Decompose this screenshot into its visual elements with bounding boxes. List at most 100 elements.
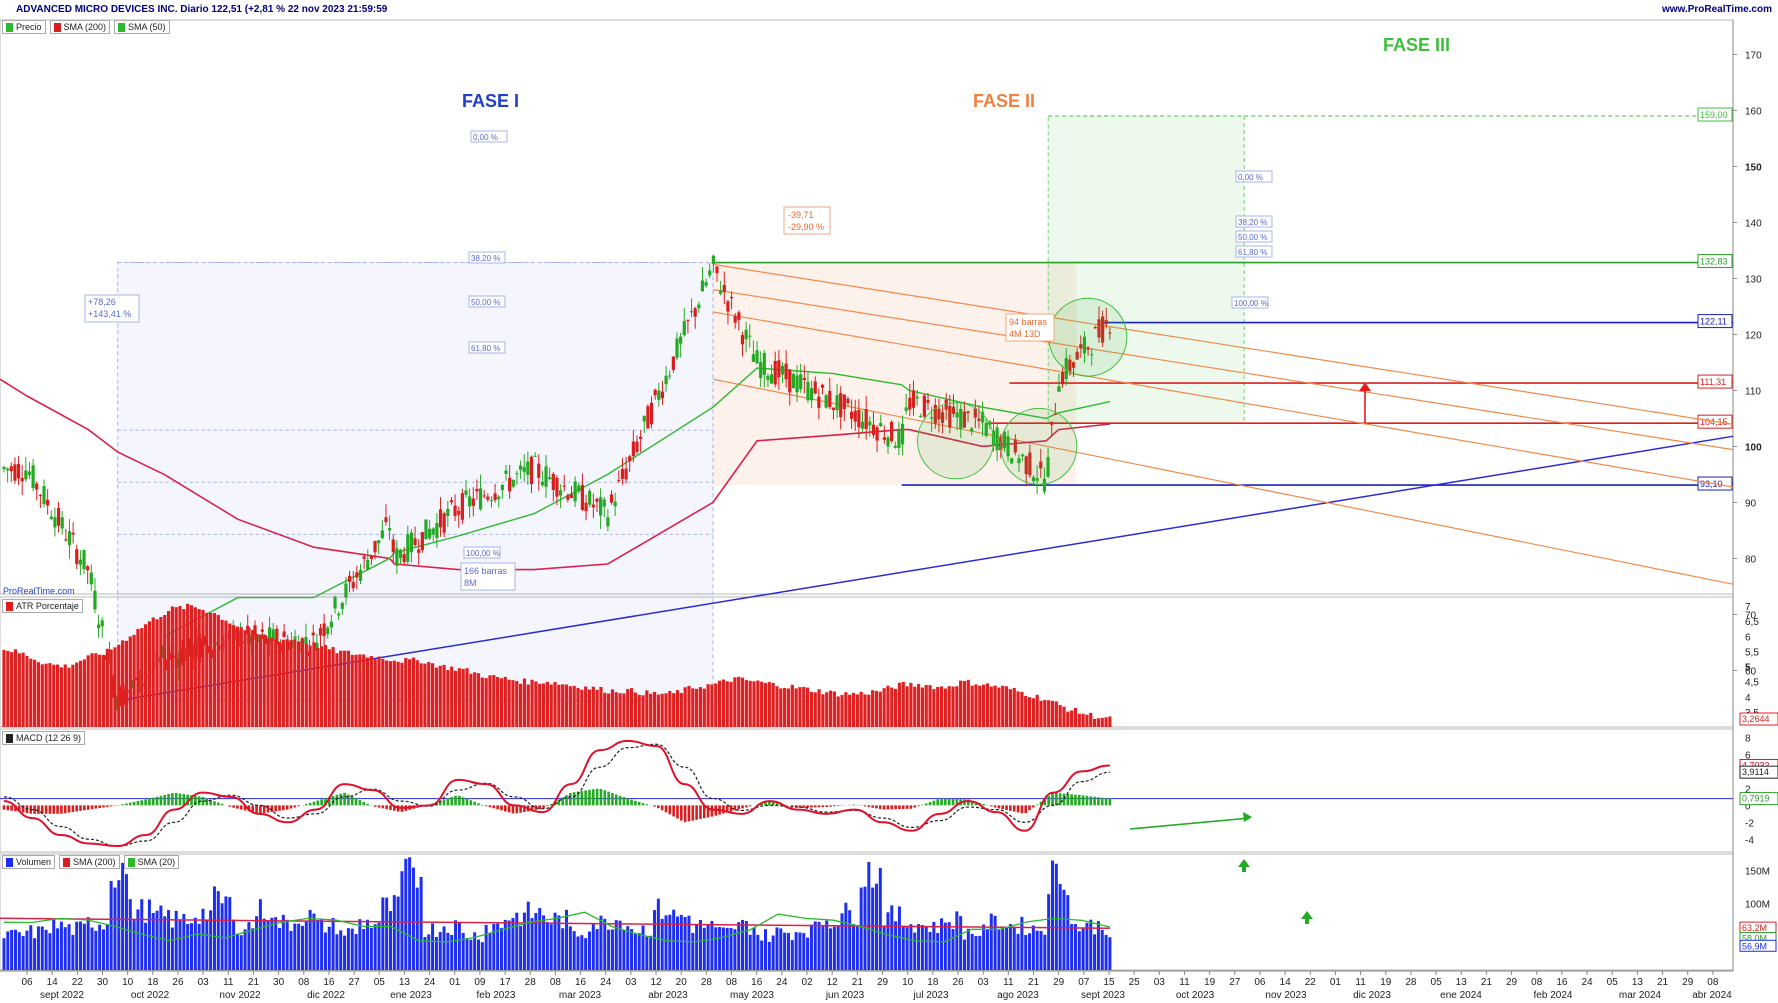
candle-body bbox=[283, 631, 286, 637]
macd-hist-bar bbox=[944, 799, 947, 806]
atr-bar bbox=[1005, 686, 1008, 727]
atr-bar bbox=[427, 662, 430, 727]
atr-bar bbox=[1020, 692, 1023, 727]
macd-hist-bar bbox=[833, 805, 836, 806]
volume-bar bbox=[439, 932, 442, 970]
volume-bar bbox=[837, 926, 840, 970]
atr-bar bbox=[913, 687, 916, 727]
atr-bar bbox=[1074, 708, 1077, 727]
macd-hist-bar bbox=[343, 793, 346, 806]
atr-bar bbox=[343, 651, 346, 727]
volume-bar bbox=[232, 920, 235, 970]
candle-body bbox=[901, 424, 904, 445]
atr-bar bbox=[133, 635, 136, 727]
legend-macd[interactable]: MACD (12 26 9) bbox=[2, 731, 85, 745]
atr-bar bbox=[1104, 717, 1107, 727]
macd-hist-bar bbox=[906, 805, 909, 809]
macd-hist-bar bbox=[868, 805, 871, 807]
atr-bar bbox=[400, 663, 403, 727]
atr-bar bbox=[607, 693, 610, 727]
atr-bar bbox=[500, 678, 503, 727]
atr-bar bbox=[672, 693, 675, 727]
atr-bar bbox=[584, 687, 587, 727]
candle-body bbox=[646, 406, 649, 428]
atr-bar bbox=[243, 630, 246, 727]
volume-bar bbox=[550, 924, 553, 970]
volume-bar bbox=[381, 897, 384, 970]
atr-bar bbox=[817, 689, 820, 727]
atr-bar bbox=[102, 655, 105, 727]
legend-vol-sma200[interactable]: SMA (200) bbox=[59, 855, 120, 869]
volume-bar bbox=[1001, 929, 1004, 970]
x-tick-label: 02 bbox=[801, 977, 813, 988]
fib-label-phase3: 0,00 % bbox=[1238, 173, 1263, 182]
macd-hist-bar bbox=[236, 805, 239, 808]
x-tick-label: 19 bbox=[1380, 977, 1392, 988]
atr-bar bbox=[653, 692, 656, 727]
atr-bar bbox=[806, 688, 809, 727]
volume-bar bbox=[1005, 928, 1008, 970]
legend-sma50[interactable]: SMA (50) bbox=[114, 20, 170, 34]
volume-bar bbox=[79, 922, 82, 970]
atr-bar bbox=[22, 653, 25, 727]
candle-body bbox=[865, 409, 868, 429]
x-tick-label: 08 bbox=[298, 977, 310, 988]
volume-bar bbox=[458, 922, 461, 970]
volume-bar bbox=[764, 929, 767, 970]
volume-bar bbox=[22, 936, 25, 970]
price-ytick-label: 150 bbox=[1745, 162, 1762, 173]
volume-bar bbox=[906, 927, 909, 970]
atr-bar bbox=[779, 688, 782, 727]
macd-hist-bar bbox=[1013, 805, 1016, 811]
legend-vol-sma20[interactable]: SMA (20) bbox=[124, 855, 180, 869]
atr-bar bbox=[561, 684, 564, 727]
macd-hist-bar bbox=[33, 805, 36, 813]
volume-bar bbox=[642, 925, 645, 970]
x-tick-label: 11 bbox=[223, 977, 234, 988]
x-tick-label: 26 bbox=[172, 977, 184, 988]
volume-bar bbox=[768, 942, 771, 970]
atr-bar bbox=[377, 657, 380, 727]
macd-hist-bar bbox=[680, 805, 683, 820]
fib-label-phase1: 100,00 % bbox=[466, 549, 500, 558]
atr-bar bbox=[814, 692, 817, 727]
volume-bar bbox=[320, 918, 323, 970]
volume-bar bbox=[286, 920, 289, 970]
macd-hist-bar bbox=[37, 805, 40, 813]
candle-body bbox=[330, 622, 333, 628]
macd-hist-bar bbox=[825, 805, 828, 807]
volume-bar bbox=[798, 932, 801, 970]
volume-bar bbox=[982, 925, 985, 970]
atr-bar bbox=[959, 681, 962, 727]
atr-bar bbox=[6, 651, 9, 727]
candle-body bbox=[10, 466, 13, 471]
legend-volumen[interactable]: Volumen bbox=[2, 855, 55, 869]
volume-bar bbox=[385, 898, 388, 970]
x-month-label: dic 2022 bbox=[307, 990, 345, 1000]
candle-body bbox=[490, 500, 493, 501]
legend-atr[interactable]: ATR Porcentaje bbox=[2, 599, 83, 613]
macd-hist-bar bbox=[259, 805, 262, 813]
atr-bar bbox=[691, 688, 694, 727]
volume-bar bbox=[297, 924, 300, 970]
website-link[interactable]: www.ProRealTime.com bbox=[1662, 4, 1772, 15]
atr-bar bbox=[41, 664, 44, 727]
macd-hist-bar bbox=[305, 804, 308, 805]
atr-bar bbox=[867, 695, 870, 727]
macd-hist-bar bbox=[1078, 795, 1081, 805]
legend-precio[interactable]: Precio bbox=[2, 20, 46, 34]
atr-bar bbox=[676, 690, 679, 727]
macd-hist-bar bbox=[504, 805, 507, 811]
macd-hist-bar bbox=[278, 805, 281, 810]
candle-body bbox=[843, 395, 846, 410]
candle-body bbox=[759, 362, 762, 378]
atr-bar bbox=[890, 688, 893, 727]
atr-bar bbox=[312, 642, 315, 727]
atr-bar bbox=[664, 693, 667, 727]
candle-body bbox=[715, 267, 718, 273]
candle-body bbox=[443, 513, 446, 532]
candle-body bbox=[832, 408, 835, 411]
legend-sma200[interactable]: SMA (200) bbox=[50, 20, 111, 34]
x-tick-label: 03 bbox=[625, 977, 637, 988]
macd-hist-bar bbox=[948, 799, 951, 806]
